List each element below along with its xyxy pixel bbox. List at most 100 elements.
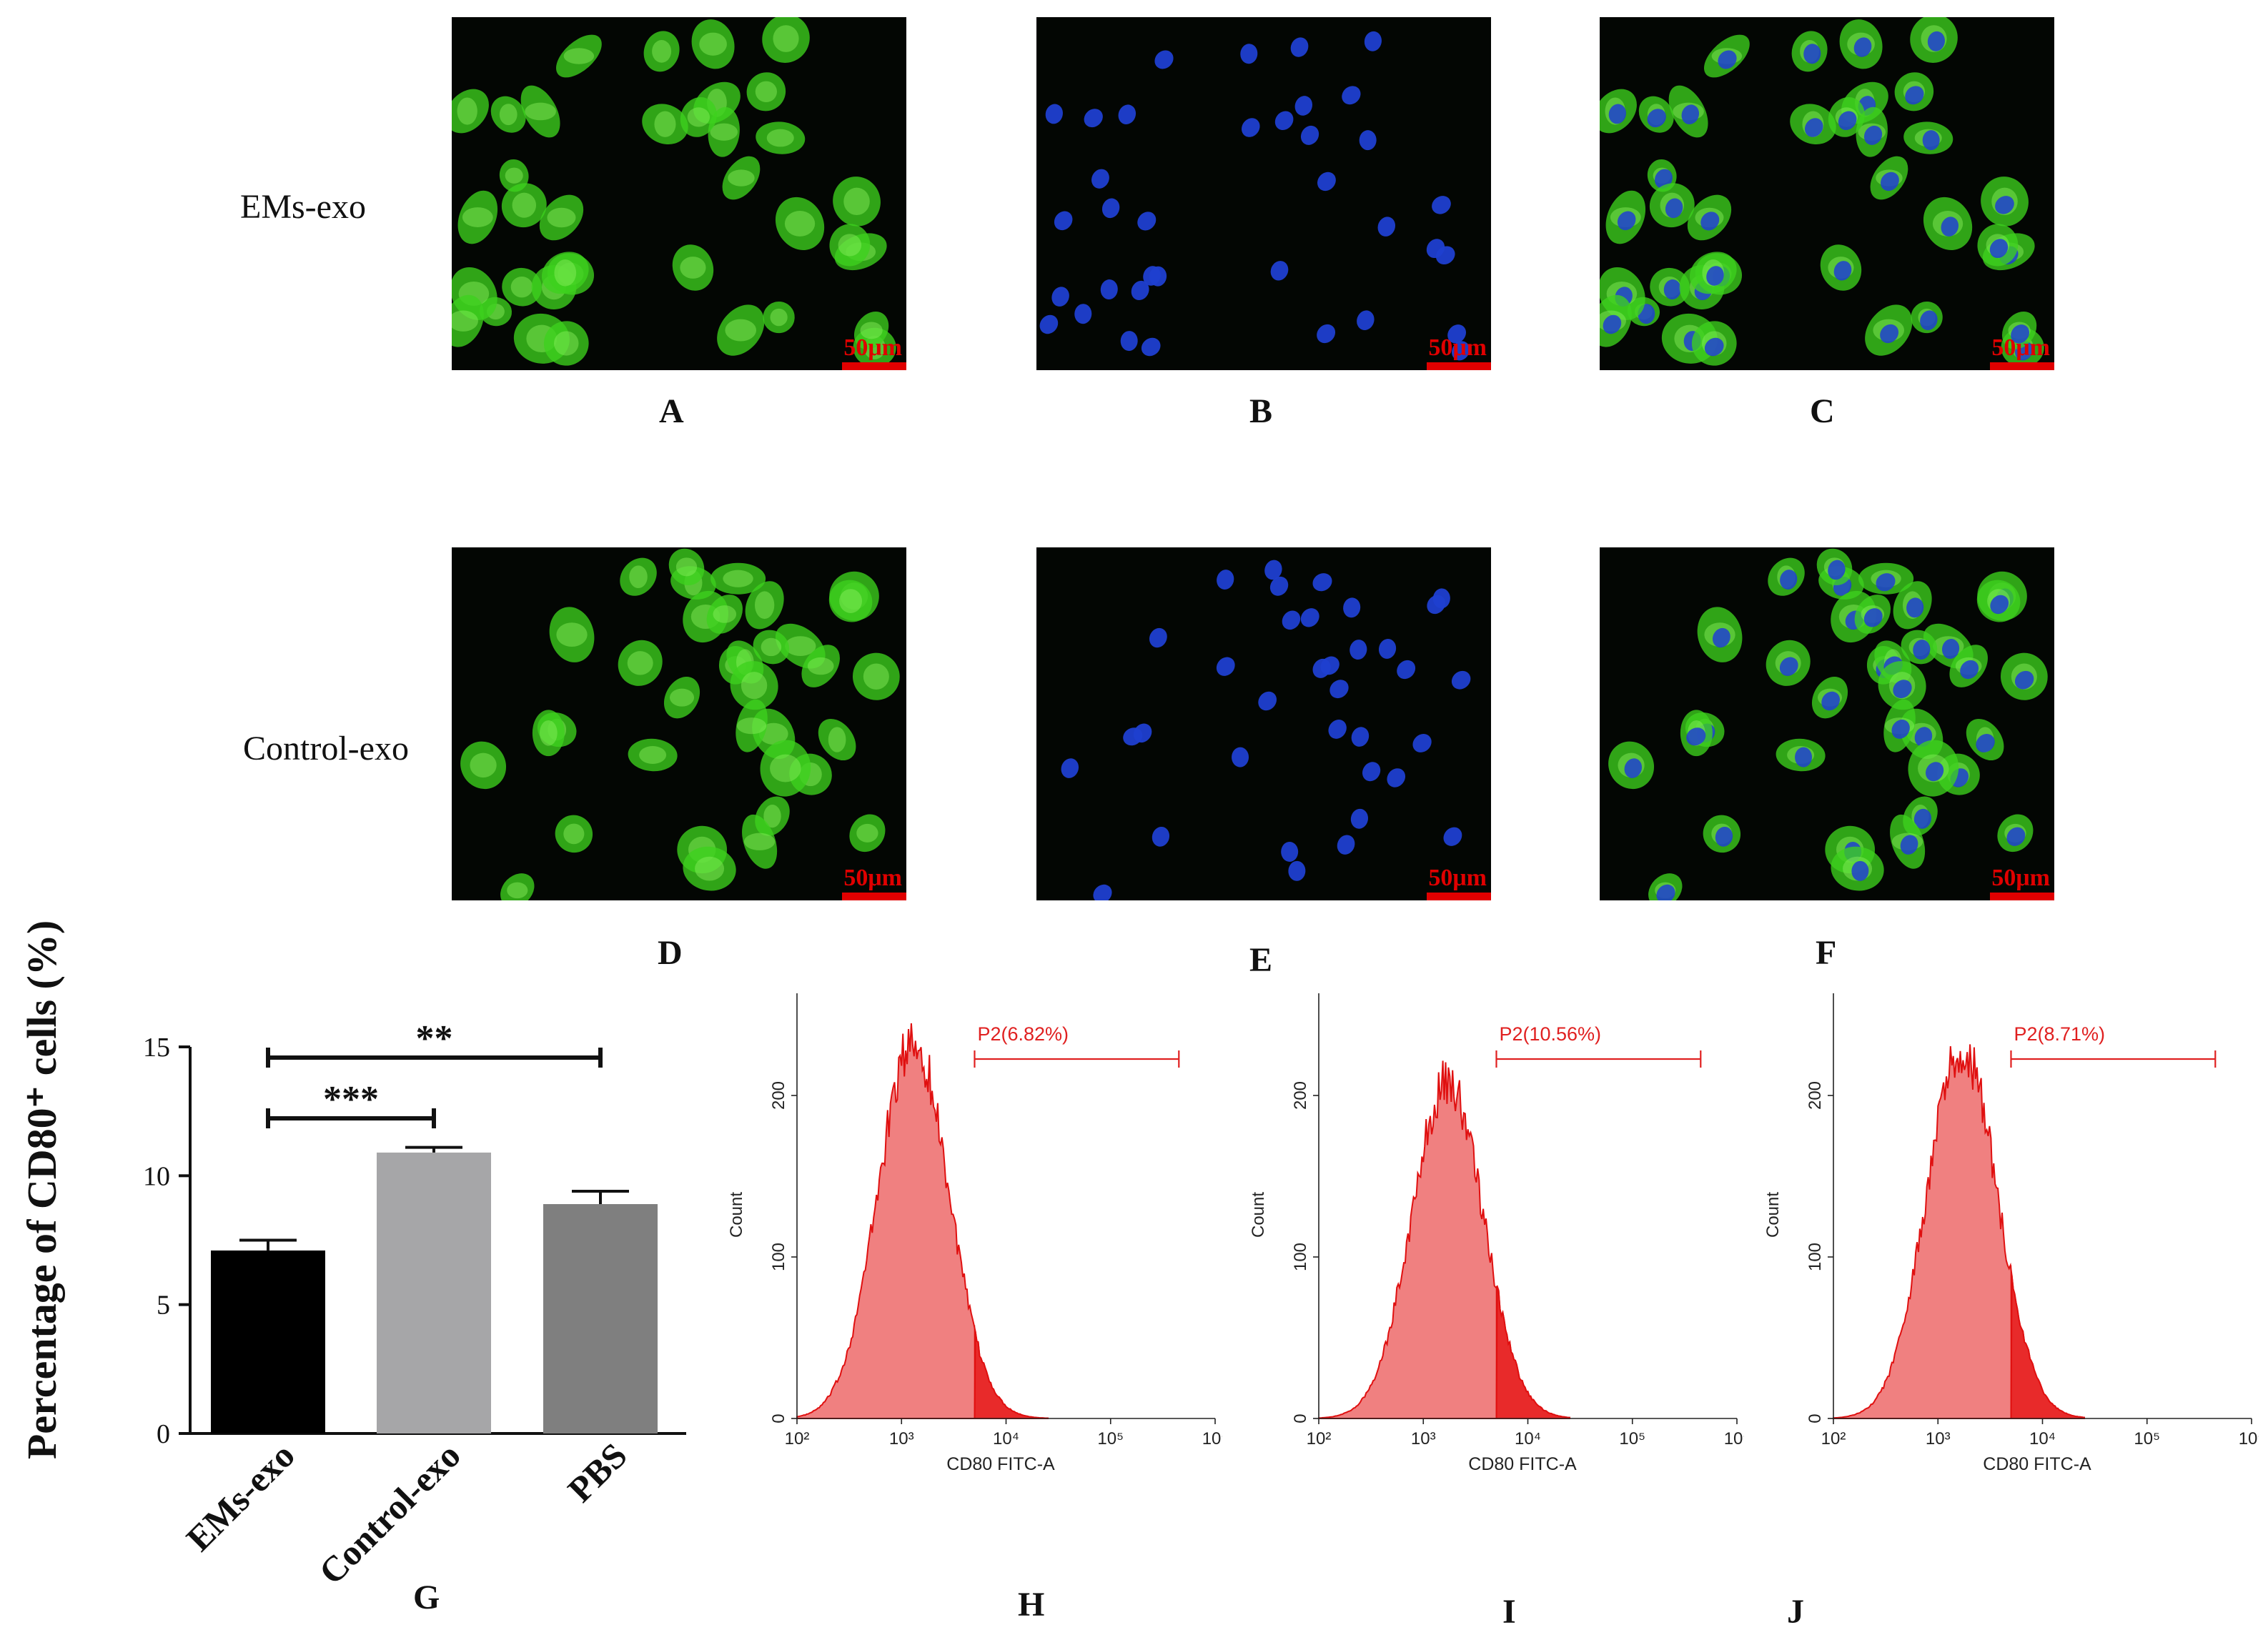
panel-letter-h: H (1018, 1586, 1045, 1624)
cell-nucleus (1290, 37, 1309, 57)
significance-label: ** (416, 1018, 453, 1059)
scale-bar-label: 50μm (1991, 865, 2050, 891)
cell-cytoplasm (541, 252, 589, 294)
cell-cytoplasm (730, 661, 778, 710)
cell-highlight (755, 81, 778, 103)
gate-label: P2(10.56%) (1499, 1023, 1601, 1045)
cell-nucleus (1141, 337, 1161, 357)
cell-highlight (680, 257, 706, 279)
cell-cytoplasm (829, 224, 871, 267)
cell-cytoplasm (539, 194, 584, 241)
cell-nucleus (1045, 104, 1063, 124)
cell-nucleus (1329, 680, 1349, 699)
scale-bar-line (1990, 362, 2054, 370)
cell-nucleus (1061, 758, 1079, 778)
y-tick-label: 0 (1806, 1413, 1825, 1423)
cell-highlight (754, 591, 775, 620)
cell-highlight (505, 167, 523, 184)
cell-nucleus (1853, 37, 1872, 57)
cell-nucleus (1397, 660, 1416, 680)
scale-bar-line (1427, 893, 1491, 900)
cell-highlight (499, 104, 518, 126)
panel-letter-i: I (1502, 1593, 1516, 1631)
scale-bar-line (842, 362, 906, 370)
cell-cytoplasm (801, 645, 840, 687)
cell-highlight (785, 636, 816, 657)
cell-cytoplasm (555, 815, 593, 853)
hist-ylabel: Count (1249, 1192, 1268, 1238)
cell-highlight (652, 39, 672, 63)
cell-nucleus (1317, 172, 1336, 192)
x-tick-label: 10² (1821, 1429, 1846, 1448)
cell-highlight (843, 187, 870, 216)
cell-cytoplasm (663, 676, 700, 719)
cell-nucleus (1880, 172, 1899, 192)
cell-highlight (654, 111, 676, 137)
cell-nucleus (1880, 324, 1899, 344)
cell-nucleus (1922, 130, 1940, 151)
cell-cytoplasm (532, 710, 565, 757)
y-tick-label: 100 (1291, 1243, 1310, 1271)
bar-ems-exo (211, 1250, 325, 1433)
panel-letter-j: J (1787, 1593, 1804, 1631)
cell-highlight (470, 752, 497, 778)
cells-f (1608, 548, 2048, 900)
cell-highlight (554, 259, 577, 287)
cell-nucleus (1941, 217, 1959, 237)
flow-histogram-h: 0 100 200 10² 10³ 10⁴ 10⁵ 10⁶ Count CD80 FITC-A P2… (727, 993, 1222, 1474)
cell-nucleus (1990, 595, 2009, 615)
cell-nucleus (1143, 266, 1161, 286)
row-label-ems-exo: EMs-exo (240, 188, 366, 226)
cell-nucleus (1891, 720, 1910, 739)
cell-nucleus (1451, 670, 1471, 690)
histogram-gated-area (974, 1331, 1049, 1419)
panel-letter-g: G (413, 1579, 440, 1616)
cell-cytoplasm (620, 557, 657, 596)
cell-cytoplasm (501, 183, 547, 228)
panel-letter-d: D (658, 934, 683, 972)
cell-nucleus (1838, 111, 1857, 131)
cell-nucleus (1686, 727, 1706, 746)
cell-cytoplasm (828, 580, 873, 622)
scale-bar-label: 50μm (843, 334, 902, 361)
significance-label: *** (323, 1079, 379, 1120)
cell-nucleus (1617, 211, 1636, 231)
cell-nucleus (1350, 640, 1367, 660)
panel-letter-c: C (1810, 392, 1835, 430)
cell-highlight (728, 169, 755, 187)
cell-highlight (773, 25, 799, 52)
cell-cytoplasm (668, 548, 705, 585)
y-tick-label: 0 (157, 1419, 170, 1449)
cell-nucleus (1217, 570, 1234, 590)
cell-nucleus (1264, 560, 1282, 580)
cell-cytoplasm (549, 607, 595, 662)
cell-nucleus (1258, 691, 1277, 711)
x-tick-label: 10⁴ (2029, 1429, 2056, 1448)
x-tick-label: 10³ (1411, 1429, 1436, 1448)
cell-highlight (838, 234, 862, 257)
cell-nucleus (1443, 827, 1462, 846)
hist-xlabel: CD80 FITC-A (1468, 1454, 1577, 1474)
y-tick-label: 10 (143, 1161, 170, 1191)
cell-nucleus (1281, 841, 1299, 862)
cell-nucleus (1976, 734, 1995, 752)
cell-nucleus (1100, 279, 1118, 300)
x-tick-label: 10⁵ (1619, 1429, 1645, 1448)
cell-nucleus (1294, 96, 1313, 116)
cell-highlight (675, 557, 698, 577)
bar-chart-ylabel: Percentage of CD80⁺ cells (%) (19, 920, 65, 1459)
cell-nucleus (1681, 104, 1700, 124)
x-category-label: EMs-exo (179, 1435, 302, 1559)
cell-highlight (547, 207, 576, 228)
cell-highlight (766, 129, 794, 147)
cell-nucleus (1426, 239, 1445, 259)
cell-nucleus (1357, 310, 1375, 331)
cell-nucleus (1665, 198, 1683, 219)
cell-nucleus (1216, 657, 1235, 676)
cell-highlight (512, 192, 537, 218)
histogram-gated-area (2010, 1275, 2085, 1419)
cell-nucleus (2011, 324, 2030, 344)
cell-cytoplasm (818, 718, 856, 761)
cell-nucleus (1240, 44, 1258, 64)
panel-letter-a: A (659, 392, 684, 430)
